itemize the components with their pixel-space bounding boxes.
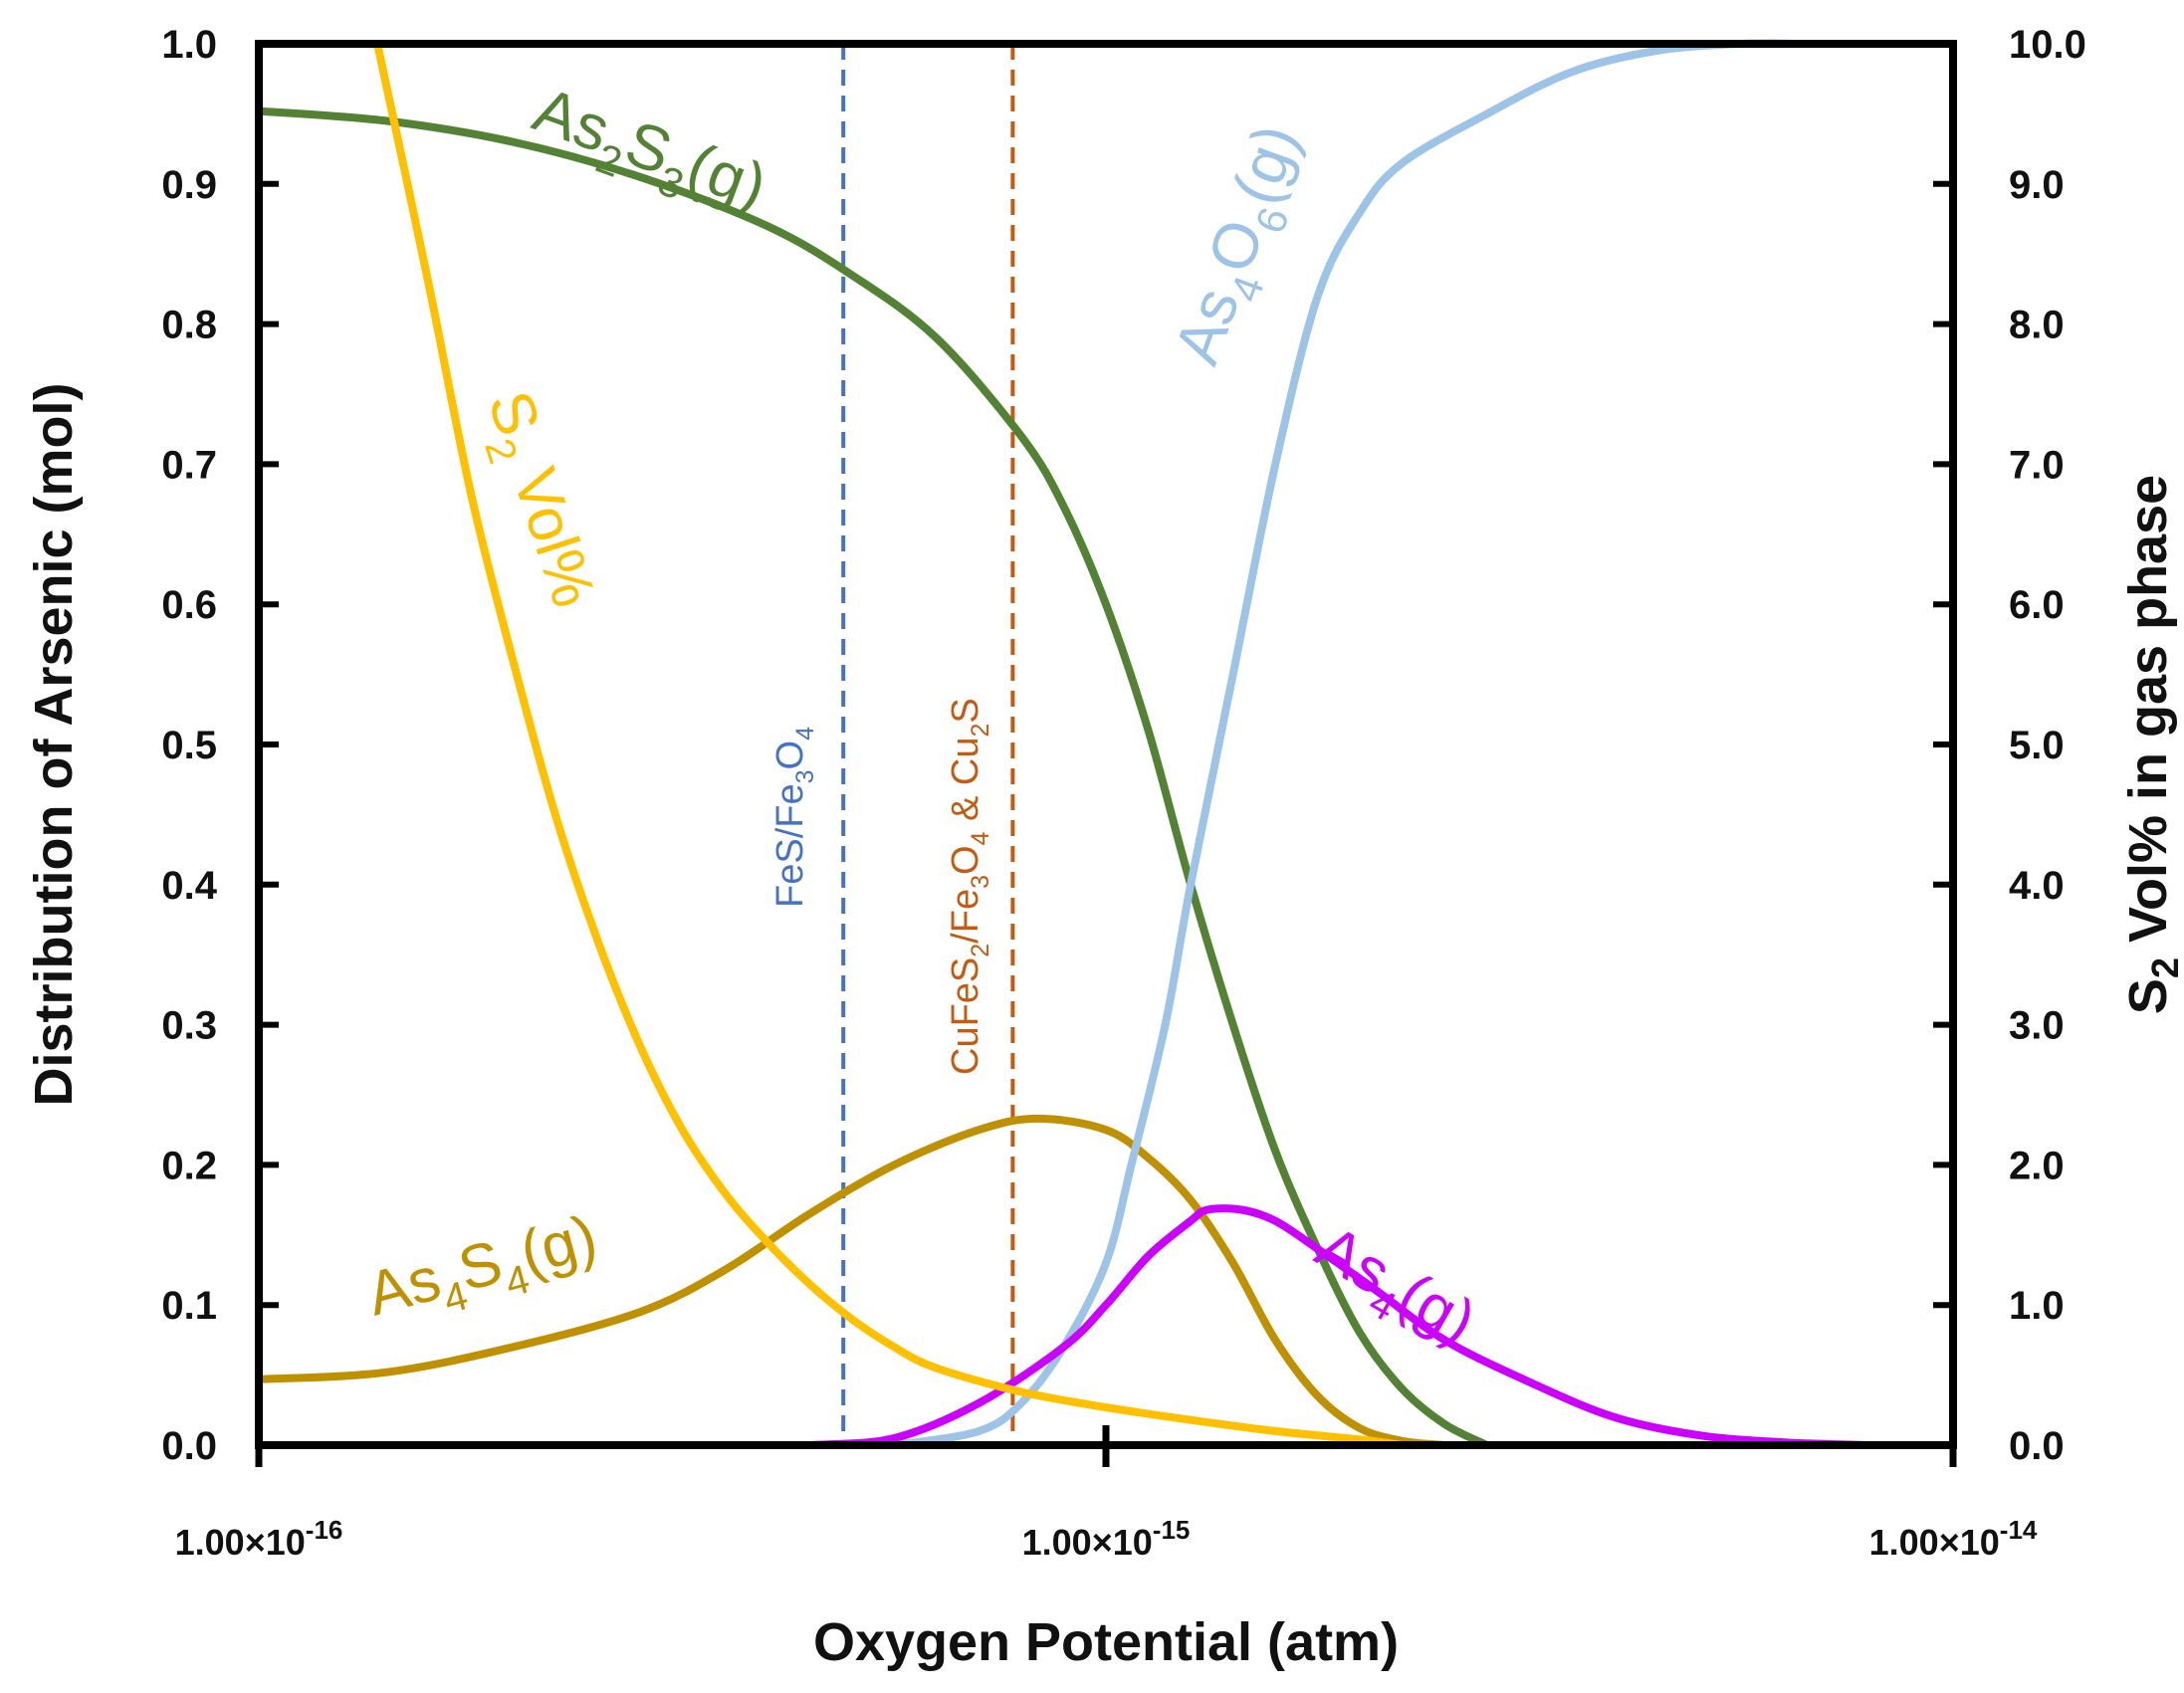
y-right-tick-label: 2.0 (2009, 1144, 2065, 1187)
y-right-tick-label: 7.0 (2009, 443, 2065, 487)
y-left-tick-label: 0.1 (161, 1284, 217, 1328)
series-s2-vol (373, 40, 1407, 1449)
y-right-tick-label: 9.0 (2009, 163, 2065, 207)
y-left-tick-label: 0.2 (161, 1144, 217, 1187)
y-right-tick-label: 8.0 (2009, 304, 2065, 347)
y-axis-left-title: Distribution of Arsenic (mol) (24, 383, 84, 1107)
reference-lines (841, 44, 1015, 1445)
label-as4o6: As4O6(g) (1160, 115, 1324, 377)
y-left-tick-label: 0.7 (161, 443, 217, 487)
y-left-tick-label: 0.3 (161, 1004, 217, 1048)
series-as4o6 (890, 39, 1805, 1449)
y-left-tick-label: 0.9 (161, 163, 217, 207)
label-cufes2-cu2s: CuFeS2/Fe3O4 & Cu2S (945, 698, 994, 1075)
y-right-tick-label: 3.0 (2009, 1004, 2065, 1048)
plot-frame (255, 40, 1957, 1449)
y-left-tick-label: 0.4 (161, 864, 217, 908)
y-right-tick-label: 1.0 (2009, 1284, 2065, 1328)
series-as4 (805, 1204, 1872, 1449)
series-as2s3 (255, 106, 1491, 1449)
label-as4s4: As4S4(g) (360, 1202, 607, 1341)
y-right-tick-label: 5.0 (2009, 724, 2065, 767)
y-left-tick-label: 0.6 (161, 583, 217, 627)
label-fes-fe3o4: FeS/Fe3O4 (769, 727, 819, 908)
series-layer (255, 39, 1872, 1449)
ticks-layer: 0.0 0.1 0.2 0.3 0.4 0.5 0.6 0.7 0.8 0.9 1.0 0.0 1.0 2… (161, 23, 2085, 1563)
x-tick-label: 1.00×10-15 (1022, 1515, 1191, 1563)
y-right-tick-label: 6.0 (2009, 583, 2065, 627)
y-left-tick-label: 0.0 (161, 1424, 217, 1468)
label-s2-vol: S2 Vol% (463, 383, 608, 619)
label-as4: As4(g) (1299, 1212, 1487, 1368)
y-left-tick-label: 0.5 (161, 724, 217, 767)
y-right-tick-label: 0.0 (2009, 1424, 2065, 1468)
y-left-tick-label: 1.0 (161, 23, 217, 67)
x-axis-title: Oxygen Potential (atm) (813, 1612, 1399, 1672)
y-left-tick-label: 0.8 (161, 304, 217, 347)
y-right-tick-label: 10.0 (2009, 23, 2086, 67)
series-as4s4 (255, 1114, 1449, 1449)
x-tick-label: 1.00×10-16 (175, 1515, 343, 1563)
curve-labels: As2S3(g)As4S4(g)As4O6(g)As4(g)S2 Vol%FeS… (360, 73, 1487, 1368)
y-axis-right-title: S2 Vol% in gas phase (2118, 475, 2184, 1014)
x-tick-label: 1.00×10-14 (1869, 1515, 2038, 1563)
y-right-tick-label: 4.0 (2009, 864, 2065, 908)
